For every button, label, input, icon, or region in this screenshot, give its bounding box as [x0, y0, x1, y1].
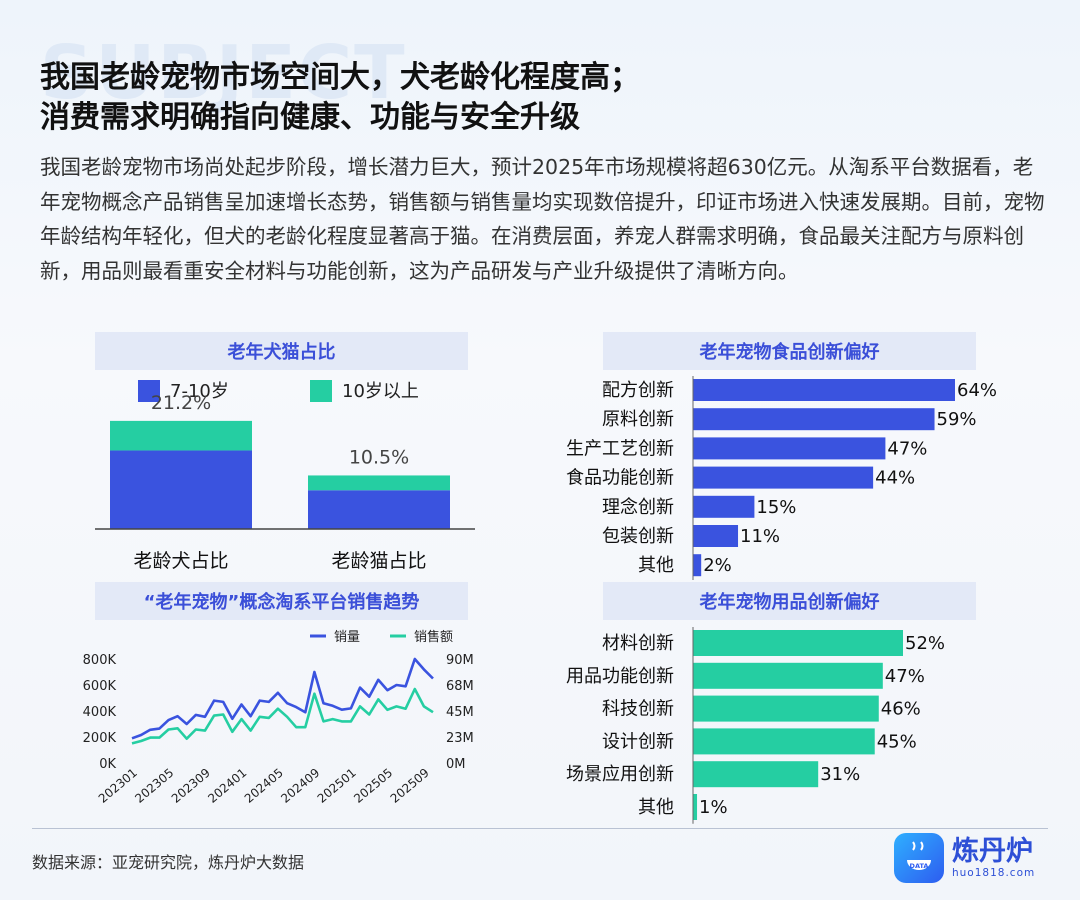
food-category-5: 包装创新: [602, 526, 674, 547]
y-right-tick-0: 90M: [446, 653, 474, 668]
legend-swatch-1: [310, 380, 332, 402]
food-prefs-chart: 配方创新 64% 原料创新 59% 生产工艺创新 47% 食品功能创新 44% 理念创新 15% 包…: [566, 376, 997, 580]
bar-0-1: [110, 420, 252, 451]
age-share-chart: 7-10岁 10岁以上 21.2% 老龄犬占比 10.5% 老龄猫占比: [95, 380, 475, 572]
brand-url: huo1818.com: [952, 867, 1036, 879]
bar-1-0: [308, 490, 450, 529]
brand-logo-icon: DATA: [894, 833, 944, 883]
food-category-0: 配方创新: [602, 380, 674, 401]
food-value-4: 15%: [756, 497, 796, 518]
category-label-0: 老龄犬占比: [133, 550, 228, 572]
y-left-tick-4: 0K: [99, 757, 116, 772]
goods-category-2: 科技创新: [602, 699, 674, 720]
bar-1-1: [308, 475, 450, 491]
legend-label-1: 10岁以上: [342, 381, 419, 402]
panel-title-age-share: 老年犬猫占比: [95, 332, 468, 370]
goods-bar-1: [693, 662, 883, 689]
goods-prefs-chart: 材料创新 52% 用品功能创新 47% 科技创新 46% 设计创新 45% 场景应用创新 31% 其…: [566, 627, 945, 824]
goods-category-4: 场景应用创新: [566, 764, 674, 785]
food-bar-4: [693, 495, 755, 518]
goods-bar-0: [693, 630, 903, 656]
goods-bar-5: [693, 794, 698, 820]
goods-category-3: 设计创新: [602, 731, 674, 752]
y-left-tick-0: 800K: [83, 653, 117, 668]
panel-title-goods-prefs: 老年宠物用品创新偏好: [603, 582, 976, 620]
total-label-0: 21.2%: [151, 392, 211, 414]
x-tick-3: 202401: [205, 766, 249, 806]
goods-value-0: 52%: [905, 633, 945, 654]
x-tick-6: 202501: [315, 766, 359, 806]
x-tick-7: 202505: [351, 766, 395, 806]
y-right-tick-4: 0M: [446, 757, 466, 772]
title-line-1: 我国老龄宠物市场空间大，犬老龄化程度高；: [40, 60, 640, 95]
page-title: 我国老龄宠物市场空间大，犬老龄化程度高； 消费需求明确指向健康、功能与安全升级: [40, 58, 1040, 138]
food-value-2: 47%: [887, 438, 927, 459]
series-line-1: [131, 687, 434, 745]
footer-divider: [32, 828, 1048, 829]
sales-trend-chart: 销量 销售额 800K 600K 400K 200K 0K 90M 68M 45M 23M 0M 202…: [83, 629, 474, 806]
food-category-1: 原料创新: [602, 409, 674, 430]
food-category-3: 食品功能创新: [566, 468, 674, 489]
x-tick-5: 202409: [278, 766, 322, 806]
goods-value-5: 1%: [699, 797, 728, 818]
y-left-tick-3: 200K: [83, 731, 117, 746]
brand-name: 炼丹炉: [952, 836, 1033, 867]
subject-watermark: SUBJECT: [40, 30, 407, 116]
x-tick-2: 202309: [169, 766, 213, 806]
y-right-tick-2: 45M: [446, 705, 474, 720]
total-label-1: 10.5%: [349, 446, 409, 468]
goods-category-5: 其他: [638, 797, 674, 818]
legend-label-0: 7-10岁: [170, 381, 229, 402]
y-right-tick-1: 68M: [446, 679, 474, 694]
goods-value-1: 47%: [885, 666, 925, 687]
food-bar-5: [693, 525, 739, 547]
y-left-tick-1: 600K: [83, 679, 117, 694]
bar-0-0: [110, 450, 252, 529]
goods-bar-4: [693, 761, 819, 788]
goods-value-2: 46%: [881, 699, 921, 720]
food-value-0: 64%: [957, 380, 997, 401]
food-bar-1: [693, 408, 935, 431]
food-bar-2: [693, 437, 886, 460]
food-category-6: 其他: [638, 555, 674, 576]
intro-paragraph: 我国老龄宠物市场尚处起步阶段，增长潜力巨大，预计2025年市场规模将超630亿元…: [40, 155, 1045, 283]
brand-logo-text: DATA: [910, 862, 929, 870]
goods-bar-3: [693, 728, 875, 755]
panel-title-sales-trend: “老年宠物”概念淘系平台销售趋势: [95, 582, 468, 620]
brand: DATA 炼丹炉 huo1818.com: [894, 833, 1035, 883]
series-line-0: [131, 657, 434, 740]
title-line-2: 消费需求明确指向健康、功能与安全升级: [40, 100, 580, 135]
food-category-2: 生产工艺创新: [566, 438, 674, 459]
legend-label-0: 销量: [334, 630, 360, 645]
food-bar-6: [693, 554, 702, 577]
goods-category-1: 用品功能创新: [566, 666, 674, 687]
food-bar-0: [693, 379, 955, 401]
x-tick-1: 202305: [132, 766, 176, 806]
goods-value-4: 31%: [820, 764, 860, 785]
goods-category-0: 材料创新: [602, 633, 674, 654]
food-value-5: 11%: [740, 526, 780, 547]
data-source: 数据来源：亚宠研究院，炼丹炉大数据: [32, 853, 305, 872]
food-bar-3: [693, 466, 874, 489]
category-label-1: 老龄猫占比: [331, 550, 426, 572]
panel-title-food-prefs: 老年宠物食品创新偏好: [603, 332, 976, 370]
goods-value-3: 45%: [877, 731, 917, 752]
legend-label-1: 销售额: [414, 629, 453, 645]
y-right-tick-3: 23M: [446, 731, 474, 746]
x-tick-4: 202405: [242, 766, 286, 806]
food-value-6: 2%: [703, 555, 732, 576]
legend-swatch-0: [138, 380, 160, 402]
x-tick-8: 202509: [388, 766, 432, 806]
goods-bar-2: [693, 695, 879, 722]
food-value-1: 59%: [937, 409, 977, 430]
y-left-tick-2: 400K: [83, 705, 117, 720]
food-category-4: 理念创新: [602, 496, 674, 518]
food-value-3: 44%: [875, 468, 915, 489]
